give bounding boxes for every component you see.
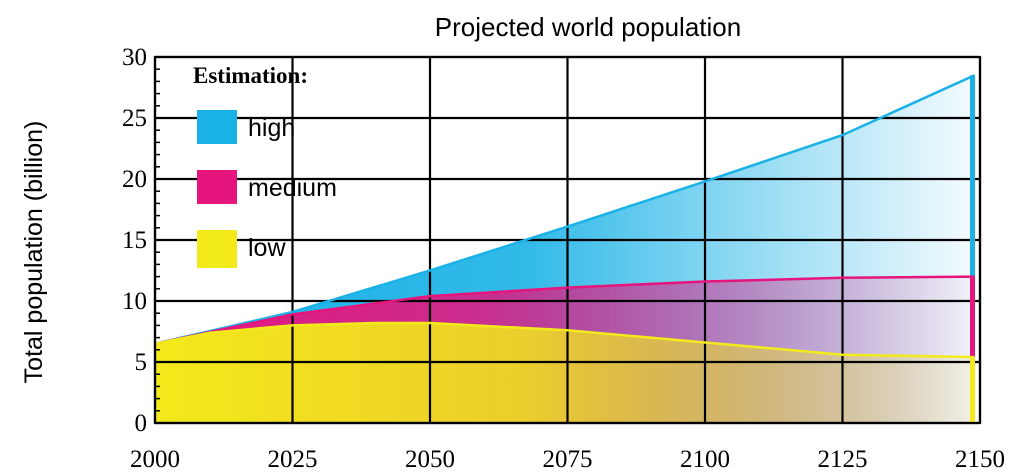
axes: [153, 55, 982, 425]
x-tick-label: 2000: [130, 446, 180, 473]
x-tick-label: 2025: [268, 446, 318, 473]
edge-medium: [154, 275, 975, 345]
y-tick-label: 25: [122, 105, 147, 132]
y-tick-label: 30: [122, 44, 147, 71]
area-low: [155, 323, 975, 423]
legend: Estimation: high medium low: [193, 63, 337, 268]
edge-high: [154, 74, 976, 345]
legend-label-medium: medium: [248, 174, 337, 202]
chart-title: Projected world population: [435, 12, 741, 42]
x-tick-label: 2075: [543, 446, 593, 473]
legend-title: Estimation:: [193, 63, 308, 88]
x-tick-label: 2100: [680, 446, 730, 473]
legend-label-low: low: [248, 234, 286, 262]
y-tick-label: 15: [122, 227, 147, 254]
legend-swatch-high: [197, 110, 237, 144]
x-tick-label: 2150: [955, 446, 1005, 473]
x-tick-label: 2050: [405, 446, 455, 473]
x-tick-label: 2125: [818, 446, 868, 473]
legend-label-high: high: [248, 114, 295, 142]
y-tick-label: 0: [135, 410, 148, 437]
legend-swatch-medium: [197, 170, 237, 204]
edge-low: [154, 321, 975, 359]
y-tick-label: 10: [122, 288, 147, 315]
legend-swatch-low: [197, 230, 237, 268]
area-series-group: [155, 75, 975, 424]
series-edges: [154, 74, 976, 423]
y-tick-label: 20: [122, 166, 147, 193]
y-tick-label: 5: [135, 349, 148, 376]
y-axis-label: Total population (billion): [20, 121, 48, 384]
